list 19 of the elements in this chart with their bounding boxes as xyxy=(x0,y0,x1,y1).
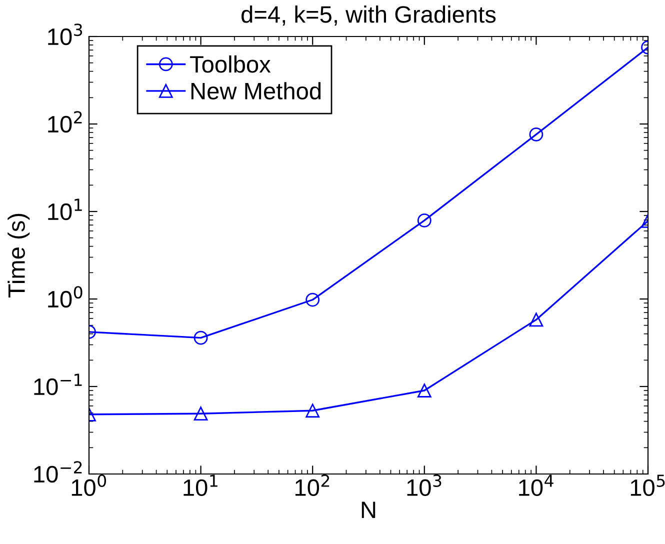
x-axis-title: N xyxy=(362,502,376,518)
y-tick-label: 10$^{−1}$ xyxy=(34,374,82,396)
point xyxy=(306,292,320,307)
y-axis-title: Time (s) xyxy=(8,214,30,298)
point xyxy=(417,384,432,398)
x-tick-label: 10$^{4}$ xyxy=(519,474,554,496)
x-tick-label: 10$^{1}$ xyxy=(184,474,218,496)
y-tick-label: 10$^{2}$ xyxy=(48,111,82,133)
y-tick-label: 10$^{3}$ xyxy=(48,24,82,46)
y-tick-label: 10$^{1}$ xyxy=(48,198,82,220)
legend-label: New Method xyxy=(191,82,321,100)
x-tick-label: 10$^{5}$ xyxy=(630,474,665,496)
point xyxy=(417,214,432,228)
x-tick-label: 10$^{3}$ xyxy=(407,474,442,496)
y-tick-label: 10$^{0}$ xyxy=(48,286,82,308)
point xyxy=(306,404,320,418)
x-tick-label: 10$^{2}$ xyxy=(296,474,330,496)
legend-label: Toolbox xyxy=(190,55,271,73)
chart-title: d=4, k=5, with Gradients xyxy=(242,6,496,26)
